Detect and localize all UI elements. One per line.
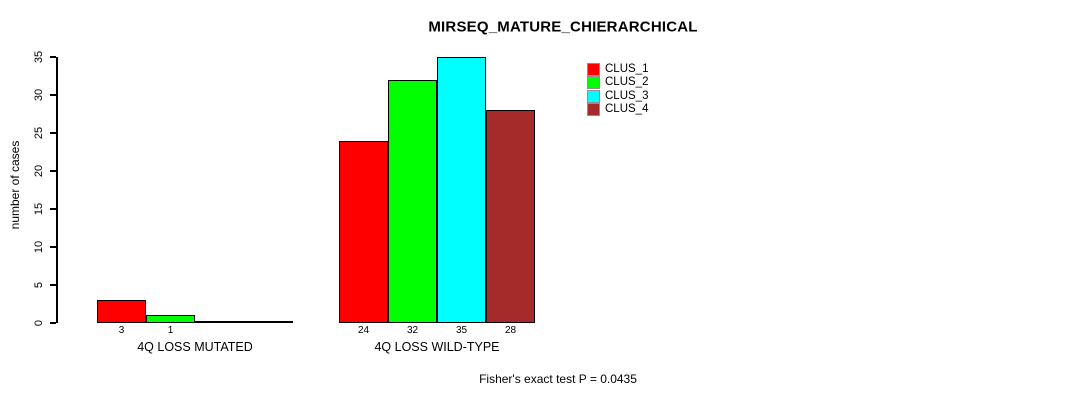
chart-title: MIRSEQ_MATURE_CHIERARCHICAL (428, 18, 698, 36)
legend-label: CLUS_3 (605, 89, 649, 102)
bar-clus-2-4q-loss-wild-type (388, 80, 437, 323)
bar-clus-3-4q-loss-mutated (195, 321, 244, 323)
y-axis-label: number of cases (8, 140, 22, 230)
bar-clus-4-4q-loss-wild-type (486, 110, 535, 323)
y-tick-mark (49, 246, 56, 248)
bar-clus-1-4q-loss-wild-type (339, 141, 388, 323)
bar-value-label: 3 (118, 325, 125, 336)
legend-swatch-icon (587, 89, 600, 103)
group-label-4q-loss-mutated: 4Q LOSS MUTATED (137, 340, 253, 354)
legend-swatch-icon (587, 76, 600, 90)
bar-clus-4-4q-loss-mutated (244, 321, 293, 323)
y-tick-mark (49, 208, 56, 210)
legend-label: CLUS_4 (605, 102, 649, 115)
y-tick-mark (49, 94, 56, 96)
bar-value-label: 32 (406, 325, 419, 336)
legend-label: CLUS_2 (605, 76, 649, 89)
bar-clus-2-4q-loss-mutated (146, 315, 195, 323)
bar-clus-1-4q-loss-mutated (97, 300, 146, 323)
bar-value-label: 28 (504, 325, 517, 336)
annotation-text: Fisher's exact test P = 0.0435 (479, 372, 637, 386)
y-tick-label: 0 (32, 319, 45, 327)
y-tick-mark (49, 322, 56, 324)
y-tick-label: 35 (32, 50, 45, 64)
y-axis-line (56, 57, 58, 323)
y-tick-mark (49, 284, 56, 286)
bar-clus-3-4q-loss-wild-type (437, 57, 486, 323)
y-tick-label: 15 (32, 202, 45, 216)
y-tick-mark (49, 132, 56, 134)
y-tick-label: 20 (32, 164, 45, 178)
legend-swatch-icon (587, 102, 600, 116)
legend-label: CLUS_1 (605, 63, 649, 75)
y-tick-mark (49, 170, 56, 172)
legend-swatch-icon (587, 63, 600, 76)
y-tick-label: 30 (32, 88, 45, 102)
y-tick-mark (49, 56, 56, 58)
y-tick-label: 25 (32, 126, 45, 140)
group-label-4q-loss-wild-type: 4Q LOSS WILD-TYPE (374, 340, 500, 354)
bar-value-label: 35 (455, 325, 468, 336)
bar-value-label: 24 (357, 325, 370, 336)
bar-value-label: 1 (167, 325, 174, 336)
y-tick-label: 5 (32, 281, 45, 289)
y-tick-label: 10 (32, 240, 45, 254)
